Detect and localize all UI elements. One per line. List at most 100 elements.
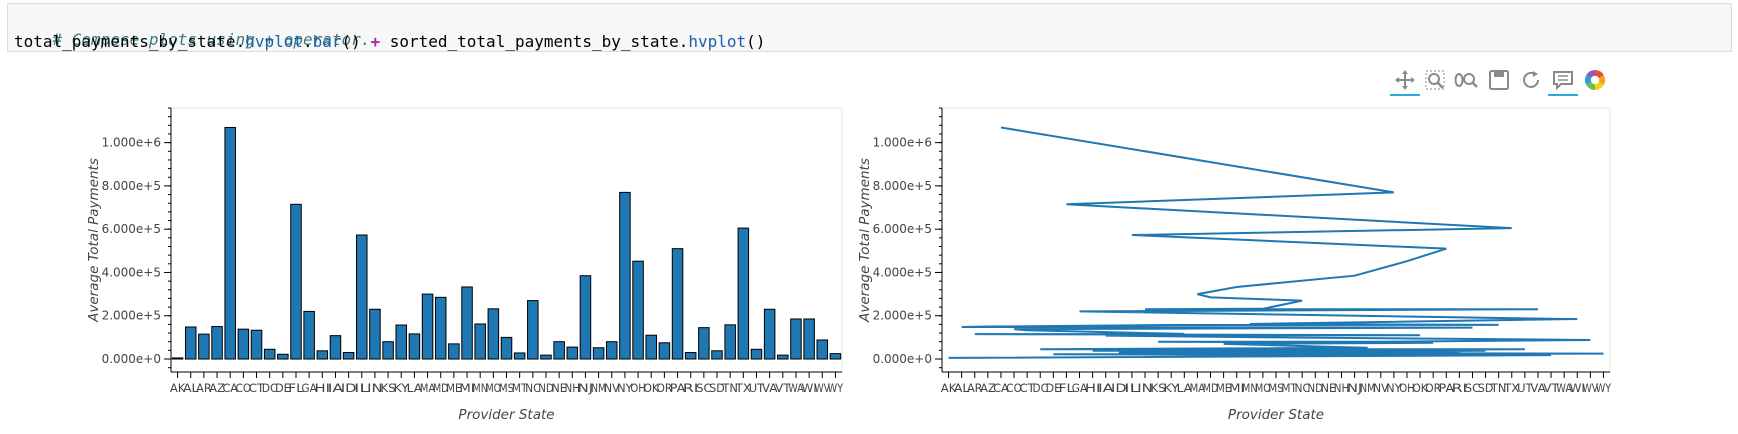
bar-OH (632, 260, 644, 360)
x-tick-label-ND: ND (1308, 381, 1324, 395)
x-tick-label-IL: IL (1124, 381, 1140, 395)
x-tick-label-MA: MA (420, 381, 436, 395)
x-tick-label-SC: SC (696, 381, 712, 395)
x-tick-label-VT: VT (1543, 381, 1559, 395)
x-tick-label-TN: TN (721, 381, 737, 395)
y-tick-label: 4.000e+5 (873, 265, 932, 279)
x-tick-label-NC: NC (525, 381, 541, 395)
x-tick-label-ME: ME (1216, 381, 1232, 395)
y-tick-label: 0.000e+0 (102, 352, 161, 366)
box-zoom-tool[interactable] (1420, 66, 1450, 94)
bar-NH (566, 346, 579, 360)
x-tick-label-IN: IN (1137, 381, 1153, 395)
bar-OK (645, 334, 657, 360)
reset-icon (1520, 69, 1542, 91)
bar-KY (395, 324, 408, 360)
pan-icon (1394, 69, 1416, 91)
x-tick-label-NH: NH (1334, 381, 1350, 395)
wheel-zoom-tool[interactable] (1452, 66, 1482, 94)
y-axis-label: Average Total Payments (86, 158, 102, 323)
x-tick-label-UT: UT (1517, 381, 1533, 395)
x-tick-label-AZ: AZ (209, 381, 225, 395)
x-tick-label-OR: OR (657, 381, 673, 395)
code-token: . (678, 32, 689, 51)
bar-AL (184, 326, 197, 360)
x-tick-label-OK: OK (1412, 381, 1428, 395)
bar-NC (527, 300, 539, 360)
y-tick-label: 0.000e+0 (873, 352, 932, 366)
x-tick-label-TX: TX (1503, 381, 1520, 395)
x-tick-label-DE: DE (275, 381, 291, 395)
y-tick-label: 1.000e+6 (102, 136, 161, 150)
x-tick-label-ME: ME (446, 381, 462, 395)
x-tick-label-CO: CO (236, 381, 252, 395)
plot-toolbar (1390, 64, 1620, 96)
bar-NY (619, 191, 631, 360)
bar-FL (290, 203, 302, 360)
bar-MO (487, 308, 500, 360)
bar-AR (198, 333, 210, 360)
x-tick-label-PA: PA (670, 381, 686, 395)
x-tick-label-NM: NM (591, 381, 607, 395)
bar-GA (303, 310, 315, 360)
box-zoom-icon (1424, 69, 1446, 91)
hover-tool[interactable] (1548, 66, 1578, 96)
x-tick-label-AR: AR (196, 381, 212, 395)
reset-tool[interactable] (1516, 66, 1546, 94)
x-tick-label-TX: TX (735, 381, 752, 395)
x-tick-label-MS: MS (499, 381, 515, 395)
x-tick-label-NY: NY (1386, 381, 1402, 395)
x-tick-label-NC: NC (1294, 381, 1310, 395)
bokeh-logo-icon (1584, 69, 1606, 91)
code-cell[interactable]: # Compose plots using + operator. total_… (7, 3, 1732, 52)
bar-CT (250, 329, 263, 360)
x-tick-label-DC: DC (262, 381, 278, 395)
bar-DE (277, 353, 289, 360)
y-tick-label: 8.000e+5 (873, 179, 932, 193)
x-tick-label-MI: MI (1229, 381, 1245, 395)
x-tick-label-NY: NY (617, 381, 633, 395)
x-tick-label-MN: MN (472, 381, 488, 395)
save-icon (1488, 69, 1510, 91)
bar-MI (461, 286, 473, 360)
bokeh-logo-tool[interactable] (1580, 66, 1610, 94)
bar-MS (500, 336, 513, 360)
bar-PA (671, 248, 684, 360)
x-tick-label-PA: PA (1439, 381, 1455, 395)
x-tick-label-SD: SD (1478, 381, 1494, 395)
code-token: + (370, 32, 381, 51)
bar-RI (684, 352, 697, 360)
bar-WA (790, 318, 802, 360)
x-tick-label-ID: ID (341, 381, 357, 395)
x-axis-label: Provider State (1228, 407, 1324, 423)
bar-LA (408, 333, 421, 360)
code-token: bar (312, 32, 342, 51)
y-tick-label: 6.000e+5 (873, 222, 932, 236)
x-tick-label-WV: WV (815, 381, 831, 395)
x-tick-label-MT: MT (1281, 381, 1297, 395)
x-tick-label-MS: MS (1268, 381, 1284, 395)
bar-AZ (211, 326, 223, 360)
x-tick-label-MN: MN (1242, 381, 1258, 395)
bar-MN (474, 323, 486, 360)
x-tick-label-WA: WA (1556, 381, 1572, 395)
x-tick-label-CA: CA (222, 381, 238, 395)
x-tick-label-MD: MD (1203, 381, 1219, 395)
bar-CA (224, 126, 236, 360)
y-tick-label: 1.000e+6 (873, 136, 932, 150)
x-tick-label-AR: AR (967, 381, 983, 395)
y-tick-label: 8.000e+5 (102, 179, 161, 193)
x-tick-label-CO: CO (1006, 381, 1022, 395)
x-tick-label-KS: KS (1150, 381, 1166, 395)
bar-WY (829, 353, 842, 360)
x-tick-label-FL: FL (1059, 381, 1075, 395)
x-tick-label-NH: NH (565, 381, 581, 395)
save-tool[interactable] (1484, 66, 1514, 94)
bar-NJ (579, 275, 592, 360)
bar-TX (737, 227, 750, 360)
y-tick-label: 6.000e+5 (102, 222, 161, 236)
bar-TN (724, 324, 736, 360)
code-token: total_payments_by_state (14, 32, 236, 51)
pan-tool[interactable] (1390, 66, 1420, 96)
